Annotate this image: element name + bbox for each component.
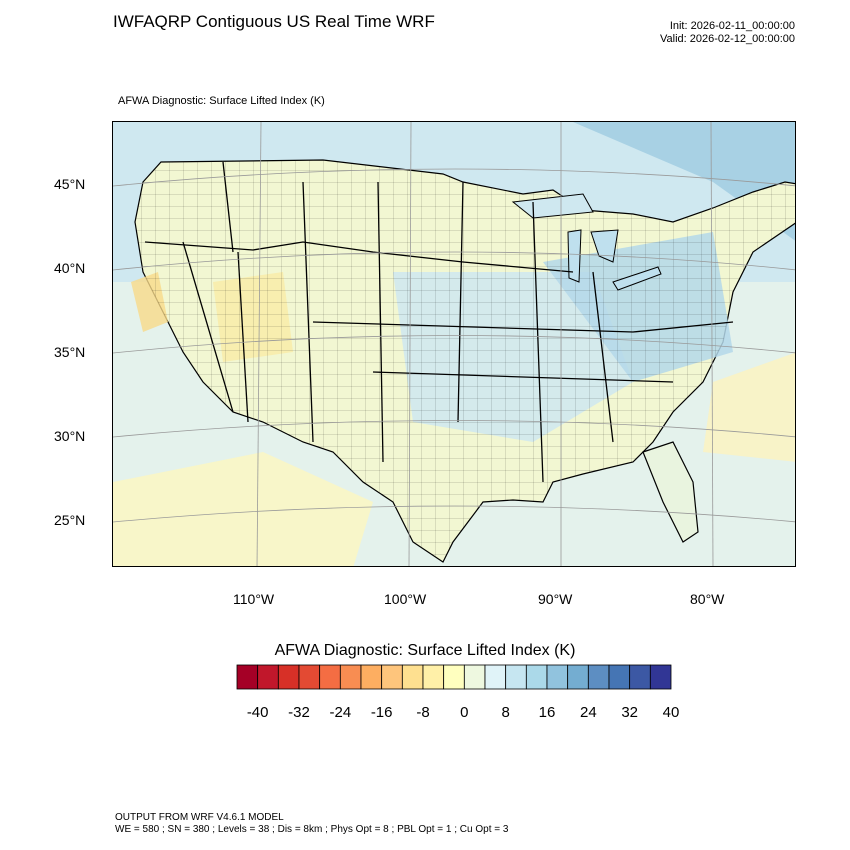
colorbar-tick-label: -8 (416, 704, 430, 721)
valid-time: Valid: 2026-02-12_00:00:00 (660, 33, 795, 45)
lake-michigan (567, 229, 582, 283)
colorbar-tick-label: -16 (370, 704, 393, 721)
colorbar-swatch (567, 664, 589, 690)
colorbar-swatch (629, 664, 651, 690)
colorbar-swatch (546, 664, 569, 690)
state-boundaries (144, 161, 734, 483)
colorbar-tick-label: 40 (662, 704, 680, 721)
map-canvas (113, 122, 795, 566)
colorbar-swatch (401, 664, 424, 690)
colorbar-swatch (339, 664, 362, 690)
lon-label-80w: 80°W (690, 591, 725, 607)
model-info-line2: WE = 580 ; SN = 380 ; Levels = 38 ; Dis … (115, 824, 509, 835)
canada-high-region (573, 122, 795, 241)
field-subtitle: AFWA Diagnostic: Surface Lifted Index (K… (118, 95, 325, 107)
lon-label-90w: 90°W (538, 591, 573, 607)
colorbar-tick-label: -40 (246, 704, 269, 721)
colorbar-swatch (277, 664, 300, 690)
colorbar-swatch (587, 664, 610, 690)
colorbar-tick-label: 24 (579, 704, 597, 721)
lat-label-35n: 35°N (54, 344, 86, 360)
colorbar-swatch (236, 664, 259, 690)
colorbar-swatch (257, 664, 279, 690)
florida (642, 441, 699, 543)
graticule (113, 122, 795, 566)
colorbar-swatch (484, 664, 507, 690)
colorbar-tick-label: 8 (501, 704, 510, 721)
init-time: Init: 2026-02-11_00:00:00 (669, 20, 795, 32)
colorbar-tick-label: -24 (329, 704, 352, 721)
colorbar-swatch (319, 664, 341, 690)
colorbar (236, 664, 672, 690)
map-panel (112, 121, 796, 567)
colorbar-tick-label: 16 (538, 704, 556, 721)
colorbar-swatch (608, 664, 631, 690)
mexico-low-region (113, 452, 373, 566)
colorbar-swatch (505, 664, 527, 690)
colorbar-swatch (381, 664, 403, 690)
colorbar-swatch (298, 664, 321, 690)
lon-label-100w: 100°W (384, 591, 427, 607)
model-info-line1: OUTPUT FROM WRF V4.6.1 MODEL (115, 812, 284, 823)
colorbar-swatch (649, 664, 672, 690)
colorbar-swatch (422, 664, 445, 690)
colorbar-tick-label: -32 (288, 704, 310, 721)
lat-label-45n: 45°N (54, 176, 86, 192)
colorbar-title: AFWA Diagnostic: Surface Lifted Index (K… (274, 642, 576, 659)
county-boundaries (135, 160, 795, 562)
lat-label-30n: 30°N (54, 428, 86, 444)
colorbar-swatch (443, 664, 465, 690)
colorbar-tick-label: 0 (460, 704, 469, 721)
plot-title: IWFAQRP Contiguous US Real Time WRF (113, 12, 435, 31)
lake-erie (612, 266, 662, 291)
colorbar-tick-label: 32 (621, 704, 638, 721)
lat-label-25n: 25°N (54, 512, 86, 528)
lat-label-40n: 40°N (54, 260, 86, 276)
lake-huron (590, 229, 619, 263)
colorbar-swatch (360, 664, 383, 690)
colorbar-swatch (463, 664, 486, 690)
colorbar-swatch (525, 664, 548, 690)
lon-label-110w: 110°W (233, 591, 275, 607)
